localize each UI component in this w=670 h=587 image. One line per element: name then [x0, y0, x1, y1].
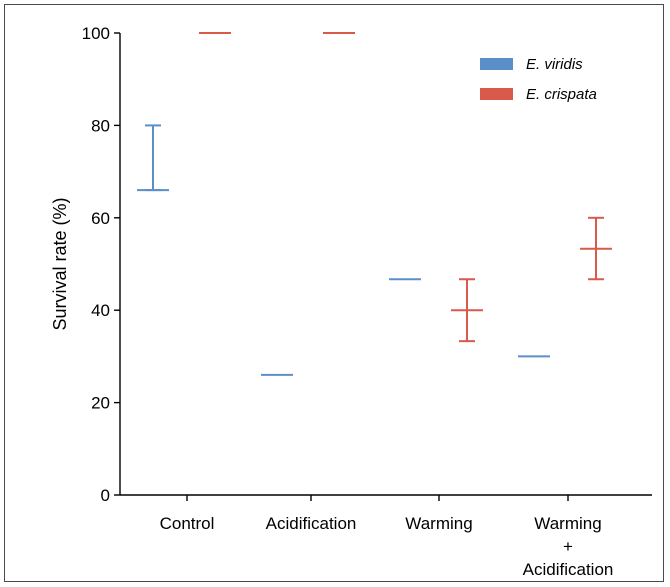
x-tick-label: Warming: [534, 514, 601, 533]
y-tick-label: 0: [101, 486, 110, 505]
x-tick-label: Control: [160, 514, 215, 533]
y-tick-label: 60: [91, 209, 110, 228]
y-tick-label: 100: [82, 24, 110, 43]
x-tick-label: Acidification: [266, 514, 357, 533]
e-viridis-legend-label: E. viridis: [526, 56, 583, 73]
data-marks: [137, 32, 612, 376]
e-crispata-legend-swatch: [480, 88, 513, 100]
e-viridis-legend-swatch: [480, 58, 513, 70]
y-tick-label: 80: [91, 116, 110, 135]
e-crispata-point: [451, 278, 483, 343]
e-viridis-point: [137, 124, 169, 192]
y-tick-label: 20: [91, 394, 110, 413]
y-tick-label: 40: [91, 301, 110, 320]
y-axis-title: Survival rate (%): [50, 197, 70, 330]
e-crispata-point: [580, 216, 612, 281]
axes: [119, 33, 652, 496]
x-ticks: Control Acidification Warming Warming + Acidi…: [160, 495, 614, 579]
y-ticks: 0 20 40 60 80 100: [82, 24, 120, 505]
chart-frame: [4, 4, 664, 582]
x-tick-label: Warming: [405, 514, 472, 533]
e-crispata-legend-label: E. crispata: [526, 86, 597, 103]
x-tick-label: Acidification: [523, 560, 614, 579]
x-tick-label: +: [563, 537, 573, 556]
legend: E. viridis E. crispata: [480, 56, 597, 103]
